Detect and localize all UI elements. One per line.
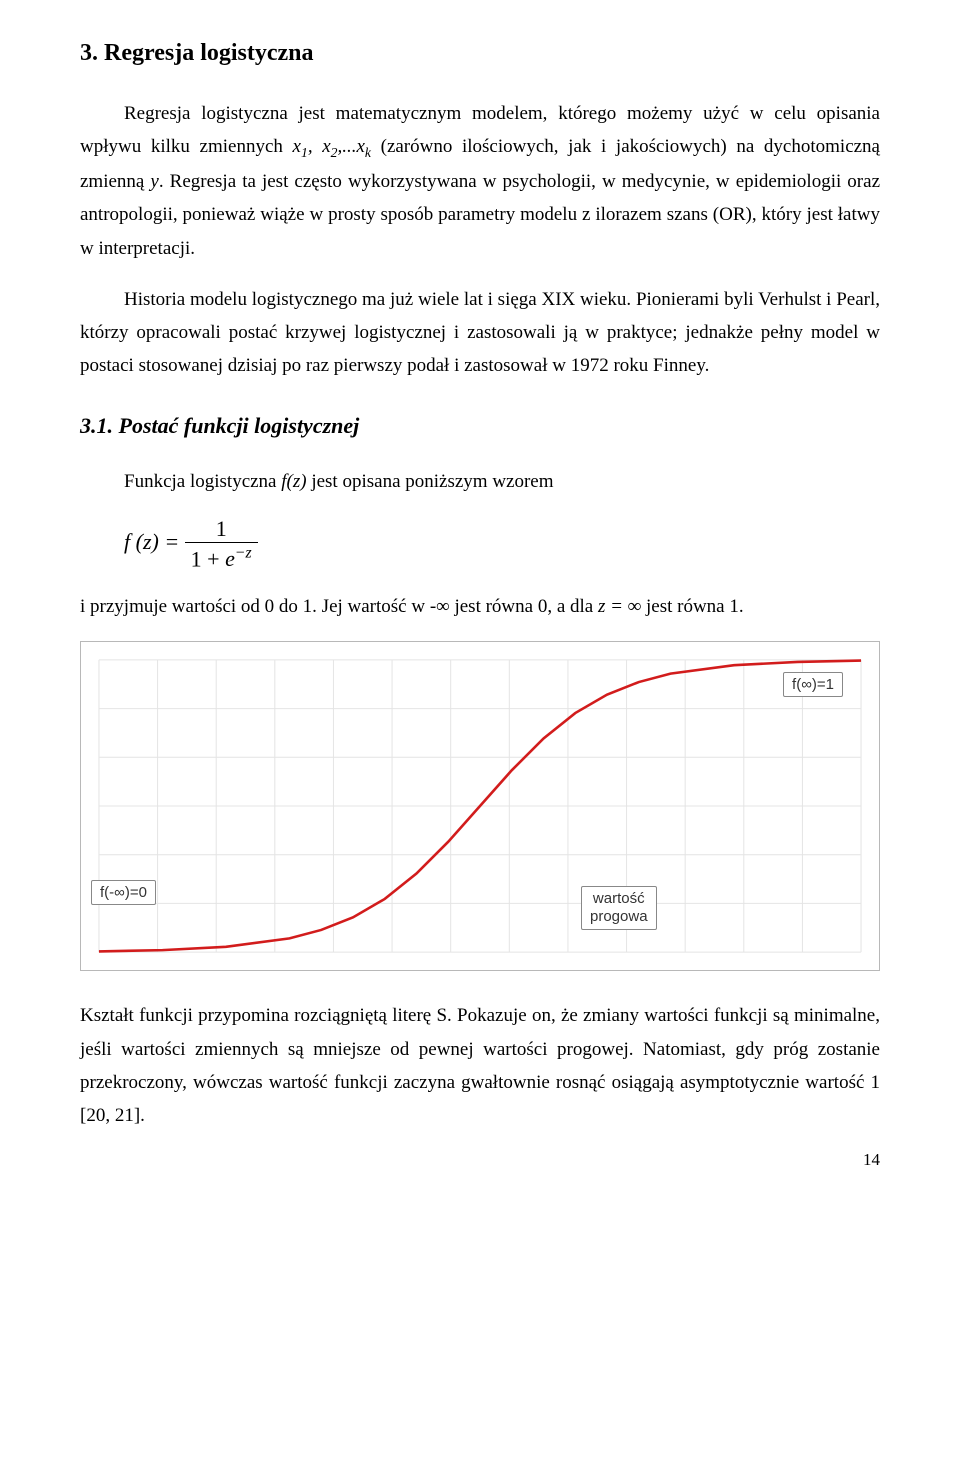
closing-paragraph: Kształt funkcji przypomina rozciągniętą … xyxy=(80,999,880,1132)
formula-numerator: 1 xyxy=(185,516,258,542)
formula-denominator: 1 + e−z xyxy=(185,542,258,572)
annot-f-neg-infinity: f(-∞)=0 xyxy=(91,880,156,905)
paragraph-2: Historia modelu logistycznego ma już wie… xyxy=(80,283,880,383)
after-formula-text: i przyjmuje wartości od 0 do 1. Jej wart… xyxy=(80,590,880,623)
page-number: 14 xyxy=(80,1150,880,1170)
formula-logistic: f (z) = 1 1 + e−z xyxy=(124,516,880,572)
paragraph-1: Regresja logistyczna jest matematycznym … xyxy=(80,97,880,265)
annot-threshold-line2: progowa xyxy=(590,908,648,925)
annot-threshold: wartość progowa xyxy=(581,886,657,930)
formula-lhs: f (z) = xyxy=(124,529,179,554)
subsection-title: 3.1. Postać funkcji logistycznej xyxy=(80,413,880,439)
subsection-intro: Funkcja logistyczna f(z) jest opisana po… xyxy=(80,465,880,498)
annot-threshold-line1: wartość xyxy=(593,890,645,907)
annot-f-infinity: f(∞)=1 xyxy=(783,672,843,697)
section-title: 3. Regresja logistyczna xyxy=(80,40,880,67)
logistic-curve-chart: f(∞)=1 f(-∞)=0 wartość progowa xyxy=(80,641,880,971)
